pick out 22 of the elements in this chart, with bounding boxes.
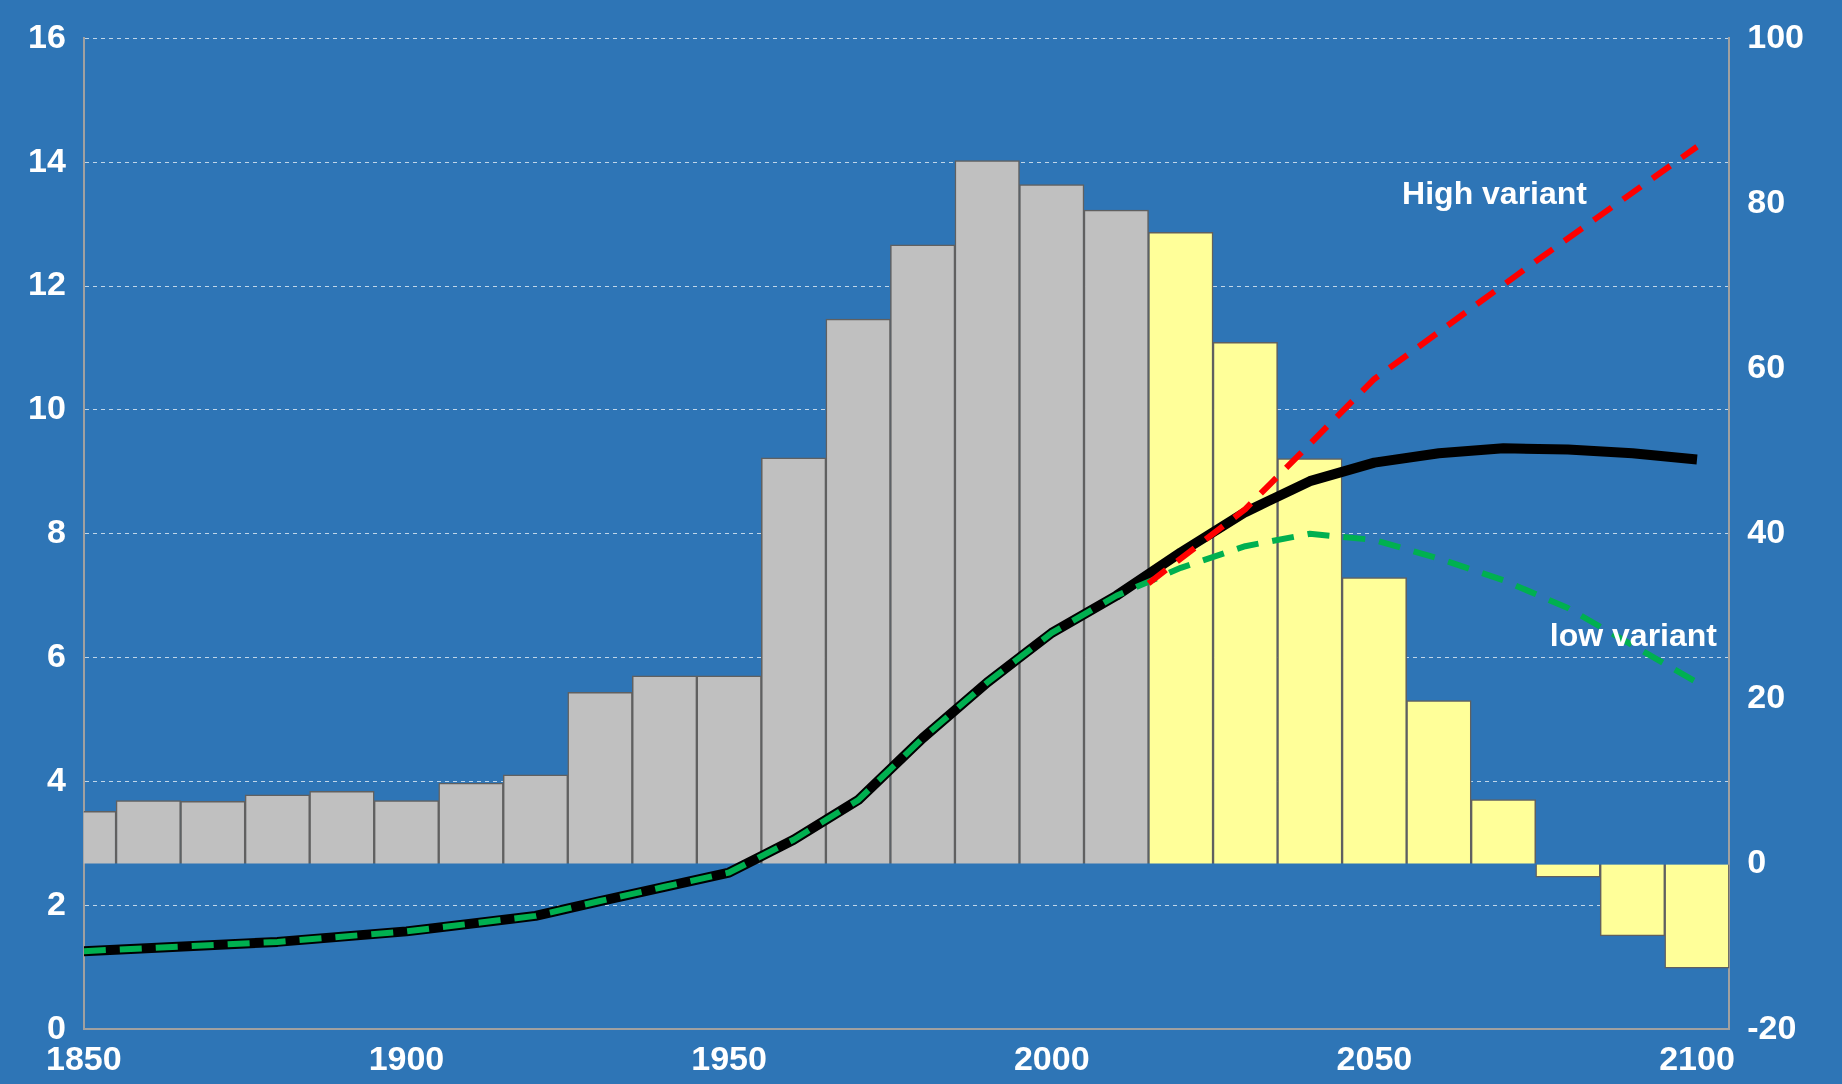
- y-tick-label: 8: [46, 512, 66, 551]
- y-tick-label: 4: [46, 759, 66, 798]
- y2-tick-label: 60: [1747, 347, 1786, 386]
- x-tick-label: 2100: [1659, 1038, 1735, 1077]
- series-label: low variant: [1549, 617, 1718, 654]
- y2-tick-label: 0: [1747, 842, 1767, 881]
- y2-tick-label: 100: [1747, 16, 1805, 55]
- x-tick-label: 2000: [1013, 1038, 1090, 1077]
- y-tick-label: 2: [46, 883, 66, 922]
- y-tick-label: 12: [27, 264, 66, 303]
- x-tick-label: 1900: [368, 1038, 445, 1077]
- y-tick-label: 10: [27, 388, 66, 427]
- series-label: High variant: [1402, 174, 1588, 211]
- y2-tick-label: 80: [1747, 181, 1786, 220]
- y2-tick-label: 20: [1747, 677, 1786, 716]
- y-tick-label: 6: [46, 636, 66, 675]
- x-tick-label: 1950: [691, 1038, 767, 1077]
- y-tick-label: 16: [27, 16, 66, 55]
- y2-tick-label: -20: [1747, 1007, 1797, 1046]
- x-tick-label: 2050: [1336, 1038, 1413, 1077]
- y-tick-label: 14: [27, 140, 66, 179]
- y2-tick-label: 40: [1747, 512, 1786, 551]
